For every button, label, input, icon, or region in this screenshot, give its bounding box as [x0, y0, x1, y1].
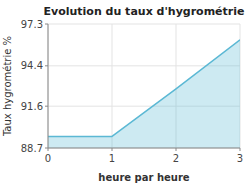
y-tick-label: 91.6 [21, 101, 43, 112]
x-tick-label: 0 [45, 153, 51, 164]
x-axis-label: heure par heure [98, 172, 189, 183]
x-tick [112, 148, 113, 151]
y-tick-label: 88.7 [21, 143, 43, 154]
chart: 88.7 91.6 94.4 97.3 0 1 2 3 Evolution du taux d'… [0, 0, 250, 188]
x-tick-label: 1 [109, 153, 115, 164]
x-tick [240, 148, 241, 151]
area [48, 40, 240, 148]
tick-labels: 88.7 91.6 94.4 97.3 0 1 2 3 [21, 19, 243, 165]
title: Evolution du taux d'hygrométrie [44, 5, 245, 18]
y-axis-label: Taux hygrométrie % [2, 36, 13, 137]
y-tick-label: 94.4 [21, 60, 43, 71]
grid-line-y [48, 148, 240, 149]
y-axis [48, 24, 49, 148]
y-tick [45, 65, 48, 66]
x-tick-label: 2 [173, 153, 179, 164]
line [48, 40, 240, 137]
plot-area [48, 24, 240, 148]
grid-line-x [48, 24, 49, 148]
x-tick-label: 3 [237, 153, 243, 164]
y-tick-label: 97.3 [21, 19, 43, 30]
x-tick [48, 148, 49, 151]
grid-line-y [48, 24, 240, 25]
grid-line-x [112, 24, 113, 148]
grid [48, 24, 240, 148]
x-tick [176, 148, 177, 151]
x-axis [48, 148, 240, 149]
series [48, 40, 240, 148]
y-tick [45, 24, 48, 25]
y-tick [45, 106, 48, 107]
